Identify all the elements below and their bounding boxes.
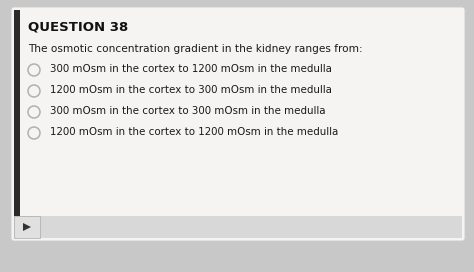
Text: 1200 mOsm in the cortex to 300 mOsm in the medulla: 1200 mOsm in the cortex to 300 mOsm in t… <box>50 85 332 95</box>
Text: 300 mOsm in the cortex to 300 mOsm in the medulla: 300 mOsm in the cortex to 300 mOsm in th… <box>50 106 326 116</box>
FancyBboxPatch shape <box>11 7 465 241</box>
Polygon shape <box>23 223 31 231</box>
Text: 1200 mOsm in the cortex to 1200 mOsm in the medulla: 1200 mOsm in the cortex to 1200 mOsm in … <box>50 127 338 137</box>
Bar <box>14 216 462 238</box>
Text: 300 mOsm in the cortex to 1200 mOsm in the medulla: 300 mOsm in the cortex to 1200 mOsm in t… <box>50 64 332 74</box>
Text: The osmotic concentration gradient in the kidney ranges from:: The osmotic concentration gradient in th… <box>28 44 363 54</box>
Bar <box>14 216 40 238</box>
Bar <box>14 10 20 238</box>
Text: QUESTION 38: QUESTION 38 <box>28 20 128 33</box>
